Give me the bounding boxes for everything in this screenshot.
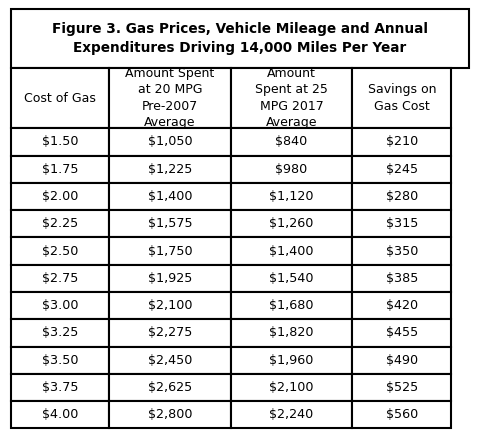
Text: $1.75: $1.75: [42, 163, 78, 176]
Bar: [11, 210, 109, 237]
Text: $3.50: $3.50: [42, 353, 78, 367]
Bar: [109, 237, 231, 265]
Text: $210: $210: [385, 135, 418, 148]
Text: $1,680: $1,680: [269, 299, 314, 312]
Text: $2,800: $2,800: [148, 408, 192, 421]
Text: $980: $980: [276, 163, 308, 176]
Bar: [352, 155, 451, 183]
Text: $3.25: $3.25: [42, 326, 78, 339]
Bar: [109, 68, 231, 128]
Text: $3.00: $3.00: [42, 299, 78, 312]
Text: $280: $280: [385, 190, 418, 203]
Text: $1.50: $1.50: [42, 135, 78, 148]
Bar: [352, 401, 451, 428]
Text: $2.50: $2.50: [42, 244, 78, 258]
Text: $525: $525: [385, 381, 418, 394]
Text: $560: $560: [385, 408, 418, 421]
Bar: [231, 68, 352, 128]
Text: Figure 3. Gas Prices, Vehicle Mileage and Annual
Expenditures Driving 14,000 Mil: Figure 3. Gas Prices, Vehicle Mileage an…: [52, 22, 428, 55]
Text: $1,400: $1,400: [148, 190, 192, 203]
Bar: [109, 183, 231, 210]
Bar: [11, 319, 109, 346]
Bar: [109, 401, 231, 428]
Bar: [109, 128, 231, 155]
Bar: [231, 237, 352, 265]
Bar: [352, 183, 451, 210]
Text: $1,050: $1,050: [148, 135, 192, 148]
Text: $1,960: $1,960: [269, 353, 314, 367]
Text: $420: $420: [386, 299, 418, 312]
Bar: [352, 292, 451, 319]
Bar: [11, 401, 109, 428]
Bar: [11, 265, 109, 292]
Bar: [352, 265, 451, 292]
Text: Amount Spent
at 20 MPG
Pre-2007
Average: Amount Spent at 20 MPG Pre-2007 Average: [125, 67, 215, 129]
Text: Savings on
Gas Cost: Savings on Gas Cost: [368, 83, 436, 113]
Text: $2,275: $2,275: [148, 326, 192, 339]
Bar: [11, 183, 109, 210]
Bar: [231, 155, 352, 183]
Text: $455: $455: [385, 326, 418, 339]
Text: $4.00: $4.00: [42, 408, 78, 421]
Bar: [11, 237, 109, 265]
Bar: [231, 374, 352, 401]
Text: $1,260: $1,260: [269, 217, 314, 230]
Bar: [109, 265, 231, 292]
Text: $1,575: $1,575: [148, 217, 192, 230]
Bar: [352, 68, 451, 128]
Bar: [231, 319, 352, 346]
Text: $1,925: $1,925: [148, 272, 192, 285]
Text: $2,100: $2,100: [269, 381, 314, 394]
Text: $2.00: $2.00: [42, 190, 78, 203]
Text: $2.25: $2.25: [42, 217, 78, 230]
Bar: [231, 183, 352, 210]
Bar: [352, 128, 451, 155]
Bar: [109, 292, 231, 319]
Bar: [231, 265, 352, 292]
Text: $350: $350: [385, 244, 418, 258]
Text: $2,100: $2,100: [148, 299, 192, 312]
Text: $385: $385: [385, 272, 418, 285]
Text: $1,540: $1,540: [269, 272, 314, 285]
Bar: [231, 292, 352, 319]
Bar: [352, 210, 451, 237]
Bar: [109, 346, 231, 374]
Bar: [11, 128, 109, 155]
Bar: [109, 155, 231, 183]
Text: Cost of Gas: Cost of Gas: [24, 92, 96, 105]
Bar: [352, 237, 451, 265]
Text: $1,120: $1,120: [269, 190, 314, 203]
Bar: [109, 319, 231, 346]
Bar: [11, 68, 109, 128]
Text: $2,625: $2,625: [148, 381, 192, 394]
Bar: [11, 346, 109, 374]
Bar: [352, 319, 451, 346]
Bar: [11, 292, 109, 319]
Text: $3.75: $3.75: [42, 381, 78, 394]
Text: $1,820: $1,820: [269, 326, 314, 339]
Bar: [11, 155, 109, 183]
Bar: [231, 401, 352, 428]
Bar: [109, 210, 231, 237]
Text: $1,225: $1,225: [148, 163, 192, 176]
Text: $2,240: $2,240: [269, 408, 314, 421]
Text: $245: $245: [386, 163, 418, 176]
Text: $2,450: $2,450: [148, 353, 192, 367]
Bar: [352, 346, 451, 374]
Bar: [231, 346, 352, 374]
Bar: [352, 374, 451, 401]
Text: $1,400: $1,400: [269, 244, 314, 258]
Text: $315: $315: [385, 217, 418, 230]
Bar: [231, 210, 352, 237]
Bar: [231, 128, 352, 155]
Text: $2.75: $2.75: [42, 272, 78, 285]
Text: $840: $840: [276, 135, 308, 148]
Bar: [11, 9, 469, 68]
Text: $490: $490: [386, 353, 418, 367]
Text: $1,750: $1,750: [148, 244, 192, 258]
Text: Amount
Spent at 25
MPG 2017
Average: Amount Spent at 25 MPG 2017 Average: [255, 67, 328, 129]
Bar: [109, 374, 231, 401]
Bar: [11, 374, 109, 401]
